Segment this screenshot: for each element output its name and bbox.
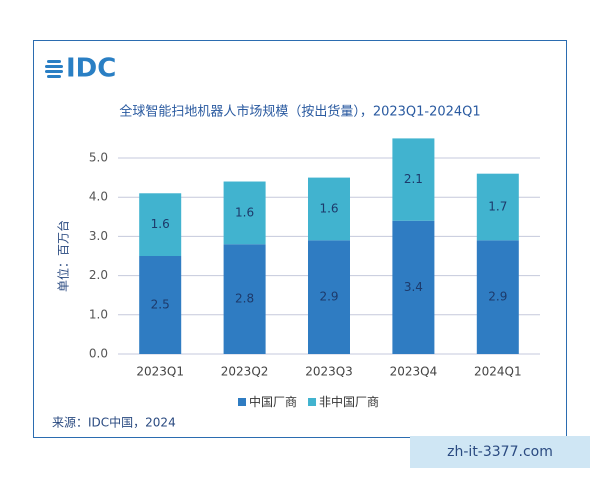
- logo-mark: [45, 60, 63, 78]
- x-tick-label: 2023Q3: [305, 365, 353, 379]
- x-tick-label: 2023Q1: [136, 365, 184, 379]
- bar-segment: [392, 220, 435, 354]
- source: 来源：IDC中国，2024: [52, 415, 176, 430]
- logo: IDC: [66, 54, 116, 84]
- value-label: 2.8: [235, 292, 254, 306]
- bar-segment: [223, 181, 266, 245]
- watermark-box: [410, 436, 590, 468]
- bar-segment: [308, 177, 350, 241]
- bar-segment: [223, 244, 266, 354]
- bar-segment: [308, 240, 350, 354]
- value-label: 2.1: [404, 172, 423, 186]
- value-label: 1.7: [488, 200, 507, 214]
- y-axis-label: 单位：百万台: [56, 220, 71, 292]
- legend-swatch: [238, 398, 246, 406]
- bar-segment: [139, 256, 182, 354]
- y-tick-label: 4.0: [89, 190, 108, 204]
- bar-segment: [476, 240, 519, 354]
- y-tick-label: 5.0: [89, 151, 108, 165]
- x-tick-label: 2023Q2: [221, 365, 269, 379]
- chart-title: 全球智能扫地机器人市场规模（按出货量），2023Q1-2024Q1: [119, 104, 480, 120]
- y-tick-label: 1.0: [89, 307, 108, 321]
- value-label: 1.6: [151, 217, 170, 231]
- legend-label: 非中国厂商: [319, 394, 379, 409]
- watermark: zh-it-3377.com: [447, 444, 553, 460]
- x-tick-label: 2023Q4: [390, 365, 438, 379]
- value-label: 3.4: [404, 280, 423, 294]
- legend-label: 中国厂商: [249, 394, 297, 409]
- value-label: 2.9: [319, 290, 338, 304]
- y-tick-label: 0.0: [89, 347, 108, 361]
- bar-segment: [476, 173, 519, 241]
- y-tick-label: 3.0: [89, 229, 108, 243]
- legend-swatch: [308, 398, 317, 406]
- x-tick-label: 2024Q1: [474, 365, 522, 379]
- bar-segment: [392, 138, 435, 221]
- value-label: 2.9: [488, 290, 507, 304]
- value-label: 2.5: [151, 298, 170, 312]
- bar-segment: [139, 193, 182, 256]
- value-label: 1.6: [319, 201, 338, 215]
- y-tick-label: 2.0: [89, 268, 108, 282]
- value-label: 1.6: [235, 205, 254, 219]
